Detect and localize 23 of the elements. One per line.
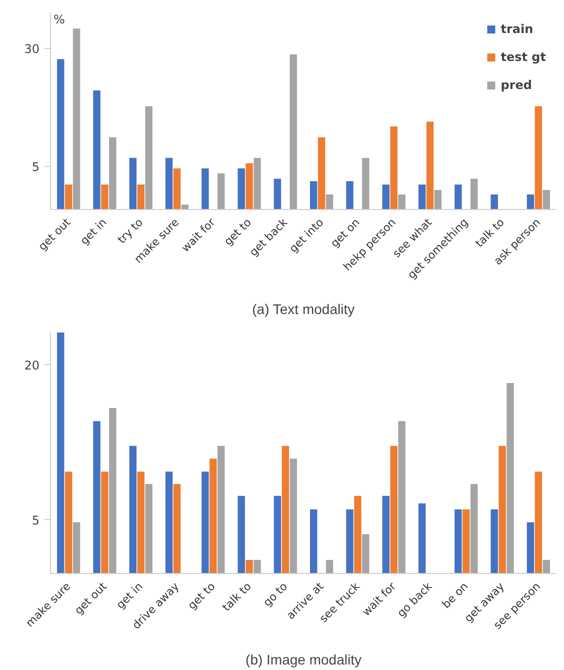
y-tick-label: 5	[32, 160, 40, 174]
x-tick-label: get to	[185, 580, 218, 612]
x-tick-label: try to	[115, 216, 146, 246]
legend-label: test gt	[500, 50, 546, 64]
y-tick-label: 20	[24, 358, 40, 372]
x-tick-label: go to	[260, 580, 290, 610]
x-axis-title: (b) Image modality	[246, 651, 362, 668]
x-tick-label: get on	[328, 216, 362, 250]
x-tick-label: get into	[286, 216, 326, 256]
y-tick-label: 30	[24, 42, 40, 56]
x-tick-label: get out	[36, 215, 74, 254]
x-tick-label: get out	[72, 579, 110, 618]
legend-label: pred	[500, 78, 532, 92]
x-tick-label: talk to	[472, 216, 508, 250]
x-tick-label: be on	[440, 580, 471, 611]
y-tick-label: 5	[32, 513, 40, 528]
x-tick-label: talk to	[220, 580, 254, 614]
x-axis-title: (a) Text modality	[252, 301, 355, 318]
y-axis-title: %	[54, 12, 65, 26]
x-tick-label: get in	[78, 216, 110, 248]
x-tick-label: get in	[114, 580, 146, 612]
x-tick-label: get to	[222, 216, 254, 248]
legend-label: train	[500, 22, 534, 36]
